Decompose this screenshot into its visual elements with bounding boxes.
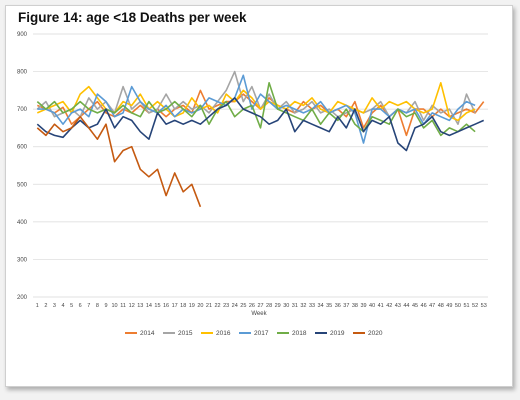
x-tick-label: 15 <box>154 303 160 309</box>
series-lines <box>36 70 485 208</box>
chart-panel <box>5 5 513 387</box>
x-tick-label: 39 <box>360 303 366 309</box>
x-tick-label: 33 <box>309 303 315 309</box>
x-tick-label: 36 <box>335 303 341 309</box>
series-line-2017 <box>37 74 476 144</box>
legend-label: 2018 <box>292 330 307 337</box>
x-tick-label: 50 <box>455 303 461 309</box>
y-axis-ticks: 200 300 400 500 600 700 800 900 <box>17 32 28 301</box>
x-tick-label: 11 <box>120 303 126 309</box>
legend-label: 2019 <box>330 330 345 337</box>
x-axis-label: Week <box>251 311 267 317</box>
x-tick-label: 14 <box>146 303 152 309</box>
series-line-2020 <box>36 115 202 208</box>
legend-label: 2020 <box>368 330 383 337</box>
x-tick-label: 42 <box>386 303 392 309</box>
x-tick-label: 45 <box>412 303 418 309</box>
x-tick-label: 28 <box>266 303 272 309</box>
x-tick-label: 2 <box>44 303 47 309</box>
series-line-2019 <box>36 97 485 152</box>
x-axis-ticks: 1 2 3 4 5 6 7 8 9 10 11 12 13 14 15 16 17 18 19 20 21 22 23 24 2… <box>36 303 487 309</box>
y-tick-label: 400 <box>17 220 28 226</box>
x-tick-label: 17 <box>172 303 178 309</box>
legend-label: 2017 <box>254 330 269 337</box>
x-tick-label: 47 <box>429 303 435 309</box>
chart-title: Figure 14: age <18 Deaths per week <box>18 10 247 25</box>
x-tick-label: 41 <box>378 303 384 309</box>
x-tick-label: 18 <box>180 303 186 309</box>
y-tick-label: 900 <box>17 32 28 38</box>
x-tick-label: 49 <box>446 303 452 309</box>
x-tick-label: 6 <box>79 303 82 309</box>
y-tick-label: 500 <box>17 182 28 188</box>
y-tick-label: 800 <box>17 70 28 76</box>
x-tick-label: 40 <box>369 303 375 309</box>
x-tick-label: 5 <box>70 303 73 309</box>
x-tick-label: 19 <box>189 303 195 309</box>
x-tick-label: 31 <box>292 303 298 309</box>
x-tick-label: 35 <box>326 303 332 309</box>
y-tick-label: 600 <box>17 145 28 151</box>
gridlines <box>33 33 488 298</box>
x-tick-label: 24 <box>232 303 238 309</box>
x-tick-label: 52 <box>472 303 478 309</box>
x-tick-label: 44 <box>403 303 409 309</box>
x-tick-label: 53 <box>481 303 487 309</box>
x-tick-label: 37 <box>343 303 349 309</box>
legend-label: 2015 <box>178 330 193 337</box>
legend-label: 2014 <box>140 330 155 337</box>
x-tick-label: 46 <box>421 303 427 309</box>
x-tick-label: 30 <box>283 303 289 309</box>
x-tick-label: 1 <box>36 303 39 309</box>
x-tick-label: 51 <box>463 303 469 309</box>
x-tick-label: 38 <box>352 303 358 309</box>
series-line-2018 <box>36 82 476 137</box>
x-tick-label: 9 <box>104 303 107 309</box>
x-tick-label: 43 <box>395 303 401 309</box>
x-tick-label: 21 <box>206 303 212 309</box>
x-tick-label: 26 <box>249 303 255 309</box>
x-tick-label: 27 <box>257 303 263 309</box>
y-tick-label: 700 <box>17 107 28 113</box>
x-tick-label: 48 <box>438 303 444 309</box>
x-tick-label: 3 <box>53 303 56 309</box>
x-tick-label: 32 <box>300 303 306 309</box>
x-tick-label: 10 <box>111 303 117 309</box>
x-tick-label: 13 <box>137 303 143 309</box>
legend: 2014 2015 2016 2017 2018 2019 2020 <box>125 330 383 337</box>
x-tick-label: 25 <box>240 303 246 309</box>
x-tick-label: 29 <box>275 303 281 309</box>
x-tick-label: 8 <box>96 303 99 309</box>
x-tick-label: 7 <box>87 303 90 309</box>
y-tick-label: 200 <box>17 295 28 301</box>
x-tick-label: 34 <box>318 303 324 309</box>
x-tick-label: 12 <box>129 303 135 309</box>
x-tick-label: 22 <box>215 303 221 309</box>
x-tick-label: 23 <box>223 303 229 309</box>
legend-label: 2016 <box>216 330 231 337</box>
x-tick-label: 20 <box>197 303 203 309</box>
y-tick-label: 300 <box>17 257 28 263</box>
x-tick-label: 16 <box>163 303 169 309</box>
x-tick-label: 4 <box>62 303 65 309</box>
